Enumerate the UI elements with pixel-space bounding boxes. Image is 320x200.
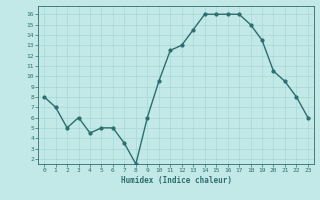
X-axis label: Humidex (Indice chaleur): Humidex (Indice chaleur) — [121, 176, 231, 185]
